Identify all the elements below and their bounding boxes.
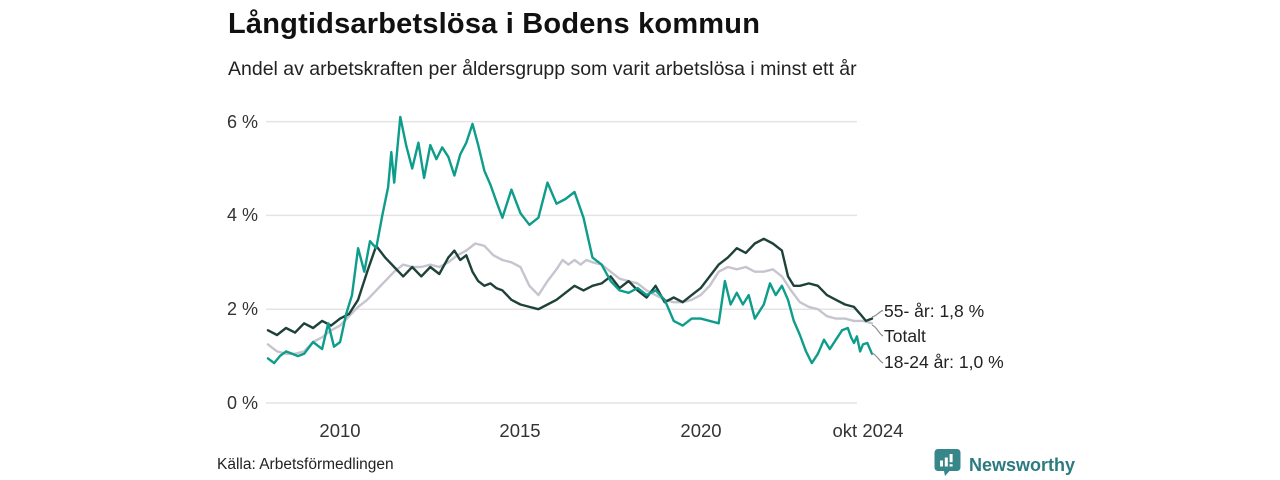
y-tick-0: 0 % <box>226 393 258 413</box>
series-end-label-totalt: Totalt <box>884 326 926 346</box>
source-note: Källa: Arbetsförmedlingen <box>217 456 394 473</box>
newsworthy-bar-chart-pin-icon <box>934 448 961 480</box>
x-tick-2015: 2015 <box>499 420 541 441</box>
x-tick-2020: 2020 <box>680 420 722 441</box>
line-series-totalt <box>266 242 874 355</box>
y-tick-2: 2 % <box>226 299 258 319</box>
series-lines <box>266 115 874 365</box>
branding: Newsworthy <box>934 448 1075 480</box>
page-title: Långtidsarbetslösa i Bodens kommun <box>228 8 761 40</box>
series-end-label-55: 55- år: 1,8 % <box>884 301 985 321</box>
line-series-18-24-ar <box>266 115 874 365</box>
gridlines <box>266 120 857 404</box>
x-tick-okt-2024: okt 2024 <box>832 420 904 441</box>
series-end-label-18-24: 18-24 år: 1,0 % <box>884 352 1004 372</box>
y-tick-4: 4 % <box>226 205 258 225</box>
label-leader-lines <box>871 309 884 364</box>
chart-subtitle: Andel av arbetskraften per åldersgrupp s… <box>228 58 857 80</box>
branding-name: Newsworthy <box>969 454 1076 475</box>
y-tick-6: 6 % <box>226 112 258 132</box>
x-tick-2010: 2010 <box>319 420 361 441</box>
